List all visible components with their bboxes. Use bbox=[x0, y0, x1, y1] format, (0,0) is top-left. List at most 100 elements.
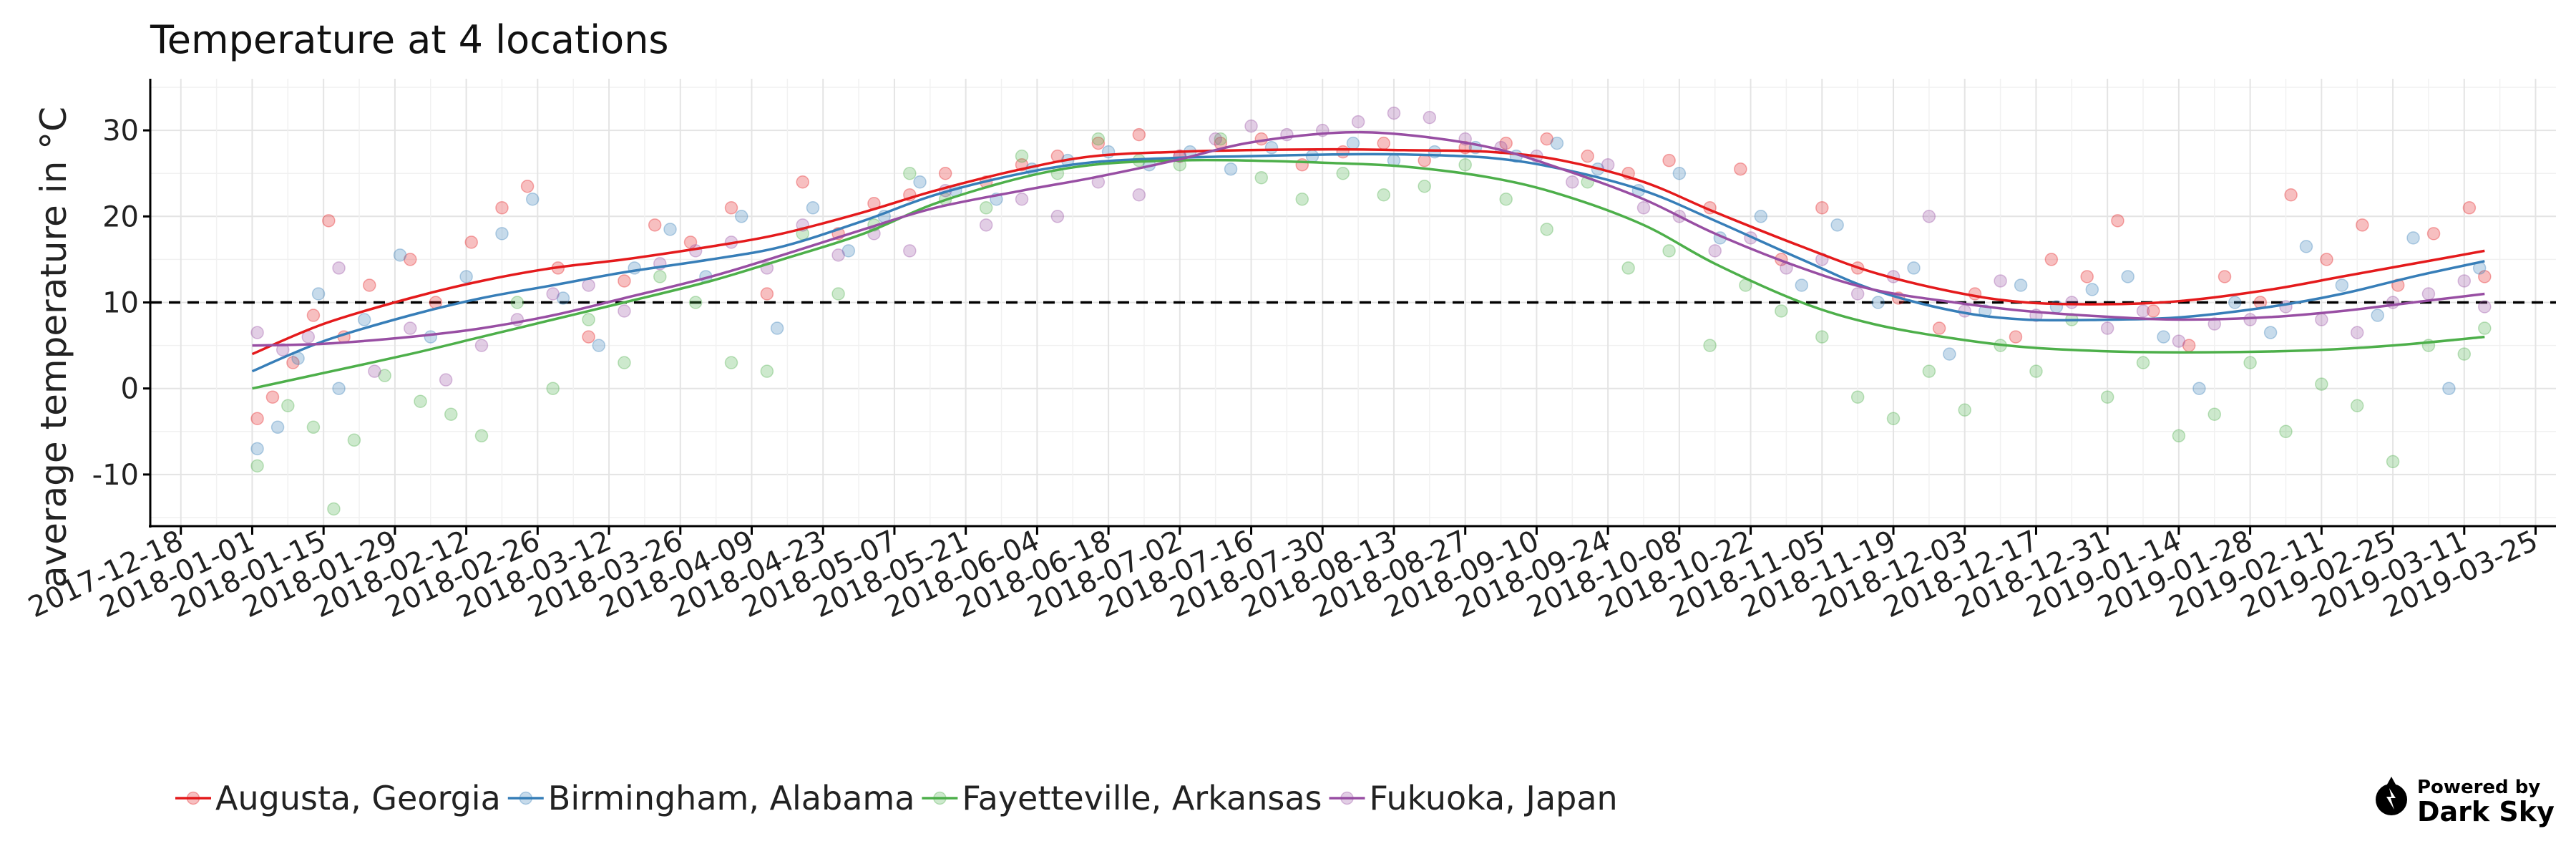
legend-label: Fukuoka, Japan bbox=[1370, 779, 1618, 817]
data-point bbox=[592, 339, 606, 352]
y-axis-label: average temperature in °C bbox=[33, 107, 74, 588]
trend-line bbox=[251, 147, 2485, 356]
data-point bbox=[464, 236, 478, 249]
legend-item: Fayetteville, Arkansas bbox=[922, 779, 1322, 817]
data-point bbox=[404, 253, 417, 266]
data-point bbox=[1499, 136, 1513, 150]
data-point bbox=[414, 394, 427, 408]
data-point bbox=[2350, 326, 2364, 339]
data-point bbox=[1214, 132, 1228, 146]
data-point bbox=[2406, 231, 2420, 245]
data-point bbox=[582, 330, 595, 344]
data-point bbox=[2207, 317, 2222, 331]
data-point bbox=[2085, 283, 2099, 296]
data-point bbox=[1708, 244, 1722, 258]
data-point bbox=[1458, 157, 1472, 172]
data-point bbox=[1015, 149, 1029, 163]
data-point bbox=[806, 201, 820, 215]
data-point bbox=[1581, 149, 1594, 163]
data-point bbox=[1132, 188, 1146, 202]
data-point bbox=[2320, 253, 2333, 266]
data-point bbox=[1850, 287, 1865, 301]
data-point bbox=[1958, 403, 1971, 417]
data-point bbox=[841, 244, 856, 258]
data-point bbox=[404, 321, 417, 335]
data-point bbox=[1209, 132, 1222, 146]
data-point bbox=[683, 236, 698, 249]
data-point bbox=[1871, 296, 1885, 309]
data-point bbox=[1672, 166, 1687, 180]
data-point bbox=[2263, 326, 2278, 339]
data-point bbox=[1550, 136, 1564, 150]
chart-title: Temperature at 4 locations bbox=[150, 17, 669, 62]
trend-line bbox=[252, 158, 2485, 390]
data-point bbox=[1091, 132, 1106, 146]
data-point bbox=[724, 201, 738, 215]
data-point bbox=[2478, 321, 2492, 335]
data-point bbox=[2049, 300, 2064, 314]
data-point bbox=[1566, 175, 1579, 189]
data-point bbox=[1994, 274, 2007, 288]
data-point bbox=[281, 399, 295, 412]
data-point bbox=[1295, 193, 1309, 206]
data-point bbox=[1662, 153, 1676, 168]
data-point bbox=[1264, 140, 1279, 155]
axis-ticks: -1001020302017-12-182018-01-012018-01-15… bbox=[24, 115, 2543, 624]
legend-marker bbox=[933, 791, 947, 805]
trend-line bbox=[251, 152, 2485, 373]
data-point bbox=[265, 390, 280, 404]
data-point bbox=[2121, 270, 2135, 283]
data-point bbox=[2228, 296, 2242, 309]
data-point bbox=[1418, 179, 1431, 193]
data-point bbox=[2207, 407, 2222, 421]
data-point bbox=[275, 343, 290, 356]
data-point bbox=[424, 330, 438, 344]
data-point bbox=[459, 270, 473, 283]
data-point bbox=[556, 291, 570, 305]
data-point bbox=[2147, 304, 2160, 318]
data-point bbox=[2172, 429, 2186, 443]
data-point bbox=[474, 339, 489, 352]
legend-label: Birmingham, Alabama bbox=[548, 779, 915, 817]
data-point bbox=[250, 442, 264, 456]
data-point bbox=[1943, 347, 1956, 361]
data-point bbox=[1305, 149, 1319, 163]
data-point bbox=[2136, 356, 2150, 369]
legend-label: Fayetteville, Arkansas bbox=[962, 779, 1322, 817]
data-point bbox=[648, 218, 662, 232]
data-point bbox=[311, 287, 326, 301]
data-point bbox=[327, 502, 341, 516]
data-point bbox=[2386, 455, 2400, 469]
data-point bbox=[1336, 166, 1350, 180]
dark-sky-branding: Powered by Dark Sky bbox=[2376, 777, 2555, 828]
data-point bbox=[1244, 119, 1258, 133]
data-point bbox=[2478, 270, 2492, 283]
data-point bbox=[2350, 399, 2364, 412]
data-point bbox=[2421, 287, 2436, 301]
y-tick-label: 20 bbox=[102, 200, 139, 233]
data-point bbox=[2029, 364, 2043, 378]
data-point bbox=[760, 287, 774, 301]
data-point bbox=[495, 201, 509, 215]
legend-item: Fukuoka, Japan bbox=[1329, 779, 1618, 817]
data-point bbox=[1050, 210, 1065, 223]
data-point bbox=[286, 356, 300, 369]
trend-line bbox=[252, 130, 2485, 347]
data-point bbox=[250, 412, 264, 426]
data-point bbox=[2100, 321, 2114, 335]
data-point bbox=[1922, 364, 1936, 378]
data-point bbox=[1968, 287, 1982, 301]
data-point bbox=[1346, 136, 1360, 150]
legend: Augusta, Georgia Birmingham, Alabama Fayet… bbox=[175, 779, 1618, 817]
y-tick-label: 10 bbox=[102, 287, 139, 320]
trend-lines bbox=[251, 130, 2485, 390]
data-point bbox=[1830, 218, 1844, 232]
y-tick-label: 30 bbox=[102, 115, 139, 147]
data-point bbox=[2442, 382, 2456, 395]
data-point bbox=[2014, 278, 2028, 292]
data-point bbox=[653, 270, 667, 283]
data-point bbox=[2243, 356, 2257, 369]
data-point bbox=[724, 356, 738, 369]
data-point bbox=[979, 201, 993, 215]
data-point bbox=[2009, 330, 2023, 344]
